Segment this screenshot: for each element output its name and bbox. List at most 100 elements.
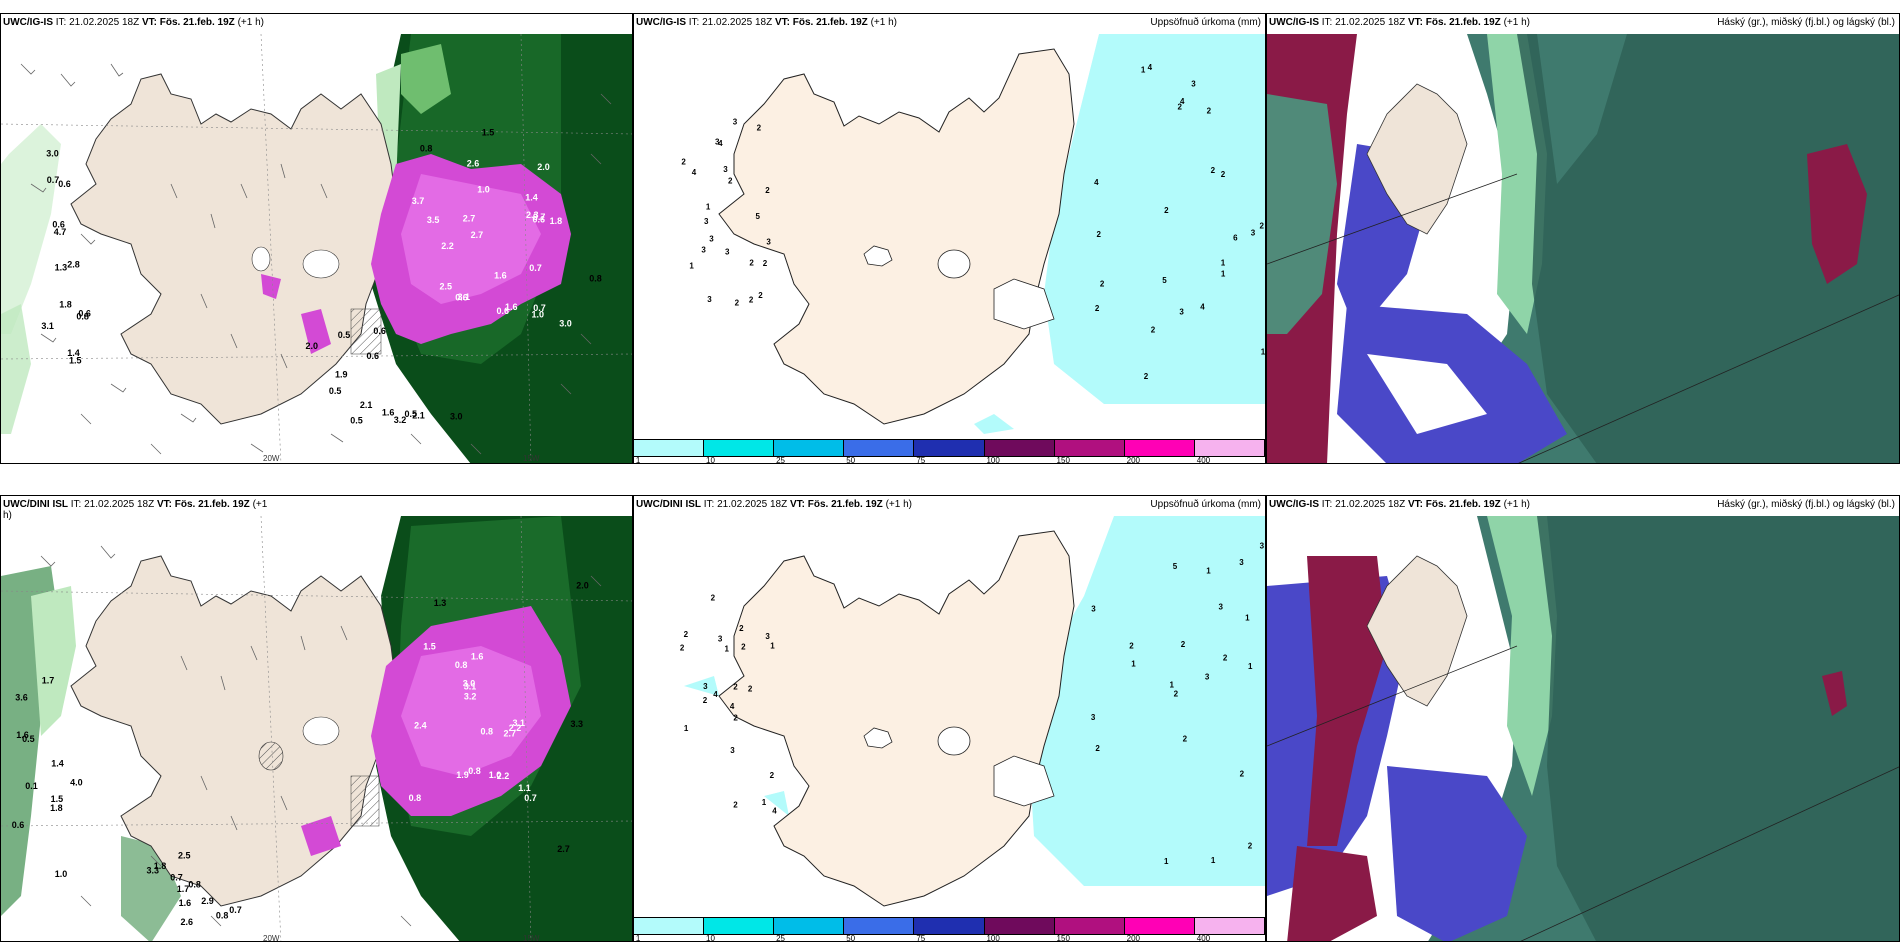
precip-value: 0.8 (481, 726, 494, 736)
precip-value: 3 (715, 137, 720, 146)
precip-value: 1.0 (489, 770, 502, 780)
precip-values-group: 0.80.80.60.50.60.80.70.50.70.60.70.50.62… (41, 127, 601, 425)
precip-value: 1.8 (154, 861, 167, 871)
precip-value: 2.7 (504, 729, 517, 739)
precip-value: 2 (1260, 221, 1265, 230)
precip-value: 2 (1178, 102, 1183, 111)
precip-value: 1.5 (51, 794, 64, 804)
precip-value: 3.1 (41, 321, 54, 331)
precip-value: 0.7 (47, 175, 60, 185)
map-bot-right (1267, 516, 1899, 941)
colorbar-swatch (914, 918, 985, 934)
precip-value: 2.7 (557, 844, 570, 854)
precip-value: 2 (1207, 106, 1212, 115)
colorbar-label: 400 (1196, 934, 1211, 942)
colorbar-label: 100 (986, 456, 1000, 464)
precip-value: 2 (728, 176, 733, 185)
precip-value: 3.1 (458, 292, 471, 302)
precip-value: 2 (1223, 654, 1228, 663)
panel-right-title: Uppsöfnuð úrkoma (mm) (1150, 499, 1261, 510)
panel-title: UWC/IG-IS IT: 21.02.2025 18Z VT: Fös. 21… (1269, 499, 1530, 510)
precip-value: 2 (1240, 769, 1245, 778)
precip-value: 2.1 (412, 411, 425, 421)
precip-value: 3.0 (46, 149, 59, 159)
lon-label-15w: 15W (523, 454, 540, 463)
precip-value: 2 (1174, 689, 1179, 698)
precip-value: 1.7 (177, 884, 190, 894)
colorbar-swatch (1054, 918, 1125, 934)
precip-value: 2.6 (467, 158, 480, 168)
precip-value: 1.7 (42, 676, 55, 686)
precip-value: 1 (1261, 348, 1266, 357)
iceland-landmass (1366, 555, 1468, 707)
colorbar-swatch (1124, 440, 1195, 456)
precip-value: 0.8 (420, 144, 433, 154)
panel-bot-left: UWC/DINI ISL IT: 21.02.2025 18Z VT: Fös.… (0, 495, 633, 942)
precip-value: 1 (689, 262, 694, 271)
precip-value: 1.6 (471, 652, 484, 662)
precip-value: 3 (709, 234, 714, 243)
colorbar-label: 75 (916, 934, 926, 942)
panel-bot-right: UWC/IG-IS IT: 21.02.2025 18Z VT: Fös. 21… (1266, 495, 1900, 942)
precip-value: 0.6 (497, 306, 510, 316)
precip-value: 1.6 (179, 898, 192, 908)
precip-value: 2 (763, 259, 768, 268)
precip-value: 4 (730, 702, 735, 711)
precip-value: 2 (739, 624, 744, 633)
precip-value: 2 (1183, 734, 1188, 743)
precip-value: 1.0 (55, 869, 68, 879)
precip-value: 3.2 (464, 691, 477, 701)
panel-top-mid: UWC/IG-IS IT: 21.02.2025 18Z VT: Fös. 21… (633, 13, 1266, 464)
precip-value: 2 (684, 630, 689, 639)
precip-value: 0.8 (216, 911, 229, 921)
precip-value: 0.8 (455, 660, 468, 670)
precip-value: 1.6 (505, 302, 518, 312)
precip-value: 3.6 (15, 692, 28, 702)
precip-value: 2 (1129, 642, 1134, 651)
precip-value: 3 (1179, 307, 1184, 316)
lon-label-20w: 20W (263, 934, 280, 942)
panel-title: UWC/IG-IS IT: 21.02.2025 18Z VT: Fös. 21… (1269, 17, 1530, 28)
precip-value: 2 (1164, 206, 1169, 215)
precip-value: 2.8 (67, 260, 80, 270)
precip-value: 3 (1091, 604, 1096, 613)
precip-value: 4 (692, 168, 697, 177)
precip-value: 2 (711, 594, 716, 603)
precip-value: 2 (1095, 304, 1100, 313)
precip-value: 4 (772, 806, 777, 815)
precip-value: 2 (1221, 170, 1226, 179)
colorbar-swatch (844, 918, 915, 934)
precip-value: 1.8 (550, 216, 563, 226)
precip-value: 3 (1251, 229, 1256, 238)
panel-title: UWC/DINI ISL IT: 21.02.2025 18Z VT: Fös.… (636, 499, 912, 510)
precip-value: 3 (733, 117, 738, 126)
precip-value: 2.0 (576, 581, 589, 591)
precip-value: 2 (1144, 372, 1149, 381)
precip-value: 3.0 (559, 319, 572, 329)
colorbar-swatch (984, 918, 1055, 934)
colorbar-label: 50 (846, 456, 856, 464)
precip-value: 0.8 (76, 312, 89, 322)
precip-value: 2 (748, 685, 753, 694)
precip-value: 2.3 (526, 210, 539, 220)
precip-value: 2 (681, 157, 686, 166)
precip-value: 0.8 (468, 766, 481, 776)
precip-value: 3 (701, 246, 706, 255)
precip-value: 1 (1141, 66, 1146, 75)
precip-value: 4.0 (70, 778, 83, 788)
precip-value: 4 (1200, 303, 1205, 312)
colorbar: 1 10 25 50 75 100 150 200 400 (634, 917, 1265, 941)
colorbar-label: 10 (706, 456, 715, 464)
precip-value: 2.0 (537, 162, 550, 172)
precip-value: 1.4 (67, 348, 80, 358)
precip-value: 3 (723, 165, 728, 174)
precip-value: 0.1 (25, 781, 38, 791)
precip-value: 3.7 (412, 196, 425, 206)
precip-value: 1 (1206, 567, 1211, 576)
precip-value: 2 (735, 299, 740, 308)
lon-label-20w: 20W (263, 454, 280, 463)
precip-value: 1 (1245, 613, 1250, 622)
colorbar-swatch (1054, 440, 1125, 456)
precip-value: 2 (749, 259, 754, 268)
precip-value: 3.1 (513, 718, 526, 728)
